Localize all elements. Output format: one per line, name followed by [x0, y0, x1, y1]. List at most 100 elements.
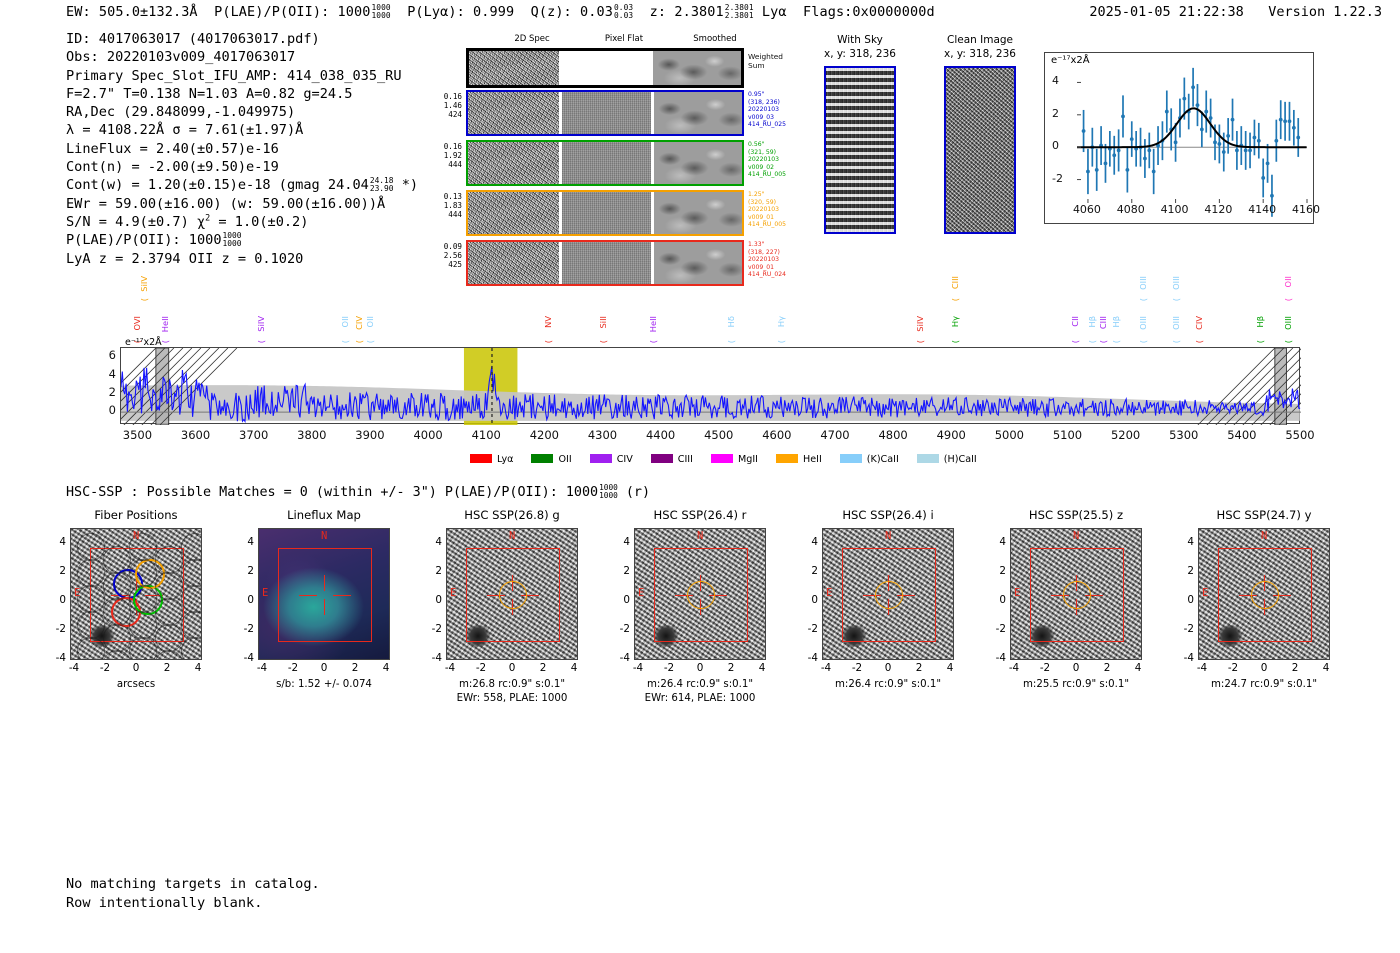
col-title-2dspec: 2D Spec	[514, 34, 550, 44]
fiber-outline	[77, 533, 105, 561]
spectrum-legend: Lyα OII CIV CIII MgII HeII (K)CaII (H)CaII	[470, 454, 995, 465]
spectrum-x-tick: 4000	[413, 428, 443, 442]
spectrum-y-tick: 4	[108, 366, 116, 381]
cutout-caption-primary: m:26.8 rc:0.9" s:0.1"	[458, 679, 566, 690]
legend-swatch	[470, 454, 492, 463]
emission-line-bracket-icon: (	[1283, 298, 1294, 302]
fiber-outline	[181, 559, 201, 587]
cutout-y-tick: 4	[999, 536, 1006, 548]
emission-line-bracket-icon: (	[1137, 340, 1148, 344]
cutout-y-tick: 0	[999, 594, 1006, 606]
emission-line-zoom-plot[interactable]: e⁻¹⁷x2Å	[1044, 52, 1314, 224]
fiber-strip-row[interactable]: 0.09 2.56 425 1.33" (318, 227) 20220103 …	[432, 240, 786, 286]
spectrum-x-tick: 3500	[122, 428, 153, 442]
footer-message: No matching targets in catalog. Row inte…	[66, 875, 320, 912]
spectrum-y-tick: 0	[108, 403, 116, 418]
cutout-y-tick: 4	[1187, 536, 1194, 548]
cutout-caption-secondary: EWr: 614, PLAE: 1000	[644, 693, 756, 704]
cutout-y-tick: 0	[59, 594, 66, 606]
cutout-y-tick: 4	[59, 536, 66, 548]
qz-lo: 0.03	[613, 11, 634, 20]
strip-left-val-b: 1.92	[443, 151, 462, 161]
strip-left-val-a: 0.16	[443, 92, 462, 101]
fiber-strip-row[interactable]: 0.16 1.46 424 0.95" (318, 236) 20220103 …	[432, 90, 786, 136]
with-sky-image[interactable]	[824, 66, 896, 234]
cutout-x-tick: -4	[444, 662, 456, 674]
fiber-strip-list: 0.16 1.46 424 0.95" (318, 236) 20220103 …	[432, 90, 786, 290]
cutout-x-tick: -4	[820, 662, 832, 674]
strip-right-xy: (318, 227)	[748, 248, 780, 256]
legend-item: OII	[531, 454, 572, 465]
weighted-sum-label-2: Sum	[748, 61, 765, 70]
fiber-outline	[129, 585, 157, 613]
emission-line-label: Hγ	[775, 316, 786, 328]
info-id: ID: 4017063017 (4017063017.pdf)	[66, 31, 320, 47]
strip-right-seeing: 0.95"	[748, 91, 765, 98]
emission-line-bracket-icon: (	[1070, 340, 1081, 344]
full-spectrum-plot[interactable]: e⁻¹⁷x2Å	[120, 337, 1301, 425]
info-obs: Obs: 20220103v009_4017063017	[66, 49, 296, 66]
info-chi2: = 1.0(±0.2)	[210, 213, 309, 230]
east-label: E	[262, 587, 269, 599]
legend-swatch	[916, 454, 939, 463]
emission-line-bracket-icon: (	[950, 340, 961, 344]
cutout-caption-primary: s/b: 1.52 +/- 0.074	[276, 679, 372, 690]
strip-left-val-a: 0.13	[443, 192, 462, 201]
north-label: N	[697, 530, 704, 542]
cutout-y-tick: 0	[1187, 594, 1194, 606]
fiber-outline	[155, 572, 183, 600]
cutout-title: Lineflux Map	[287, 508, 361, 522]
legend-label: (H)CaII	[943, 454, 977, 465]
fiber-outline	[77, 559, 105, 587]
cutout-x-tick: -2	[851, 662, 863, 674]
header-timestamp-block: 2025-01-05 21:22:38 Version 1.22.3	[1089, 4, 1382, 20]
spectrum-x-tick: 5000	[994, 428, 1024, 442]
fiber-outline	[103, 546, 131, 574]
emission-line-bracket-icon: (	[255, 340, 266, 344]
emission-line-bracket-icon: (	[339, 340, 350, 344]
cutout-x-tick: 2	[163, 662, 171, 674]
spectrum-x-tick: 5100	[1052, 428, 1083, 442]
info-lambda: λ = 4108.22Å σ = 7.61(±1.97)Å	[66, 122, 304, 139]
north-label: N	[1073, 530, 1080, 542]
cutout-y-tick: 4	[811, 536, 818, 548]
cutout-caption-secondary: EWr: 558, PLAE: 1000	[456, 693, 568, 704]
aperture-circle	[687, 581, 715, 609]
strip-right-amp: 414_RU_025	[748, 121, 787, 129]
emission-line-label: OII	[339, 316, 350, 328]
clean-image[interactable]	[944, 66, 1016, 234]
legend-swatch	[710, 454, 733, 463]
north-label: N	[885, 530, 892, 542]
info-radec: RA,Dec (29.848099,-1.049975)	[66, 104, 296, 121]
cutout-y-tick: 0	[811, 594, 818, 606]
cutout-x-tick: -2	[663, 662, 675, 674]
fiber-strip-row[interactable]: 0.16 1.92 444 0.56" (321, 59) 20220103 v…	[432, 140, 786, 186]
legend-label: MgII	[737, 454, 758, 465]
fiber-strip-row[interactable]: 0.13 1.83 444 1.25" (320, 59) 20220103 v…	[432, 190, 786, 236]
info-sn-chi2: S/N = 4.9(±0.7) χ2 = 1.0(±0.2)	[66, 213, 418, 231]
emission-line-label: OIII	[1137, 316, 1148, 330]
fiber-outline	[103, 624, 131, 652]
info-cont-w-post: *)	[401, 177, 419, 194]
footer-line-2: Row intentionally blank.	[66, 894, 263, 911]
cutout-x-tick: 0	[320, 662, 328, 674]
cutout-x-tick: -2	[1039, 662, 1051, 674]
zoom-x-tick: 4060	[1072, 203, 1101, 216]
emission-line-bracket-icon: (	[354, 340, 365, 344]
qz-hi: 0.03	[613, 3, 634, 13]
legend-swatch	[776, 454, 798, 463]
fov-box	[1218, 548, 1312, 642]
cutout-y-tick: 2	[247, 565, 254, 577]
strip-right-xy: (318, 236)	[748, 98, 780, 106]
cutout-panel-row: Fiber Positions N E -4 -2 0 2 4 4 2 0 -2 -4 arcsecs Li…	[0, 508, 1400, 728]
cutout-x-tick: -4	[1196, 662, 1208, 674]
emission-line-bracket-icon: (	[1194, 340, 1205, 344]
strip-left-val-c: 425	[448, 260, 462, 270]
